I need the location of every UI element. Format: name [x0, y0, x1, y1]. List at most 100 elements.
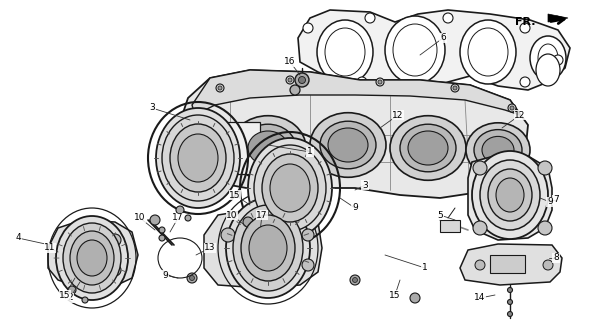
Text: 6: 6: [440, 34, 446, 43]
Ellipse shape: [240, 124, 296, 172]
Circle shape: [187, 273, 197, 283]
Circle shape: [290, 85, 300, 95]
Ellipse shape: [254, 145, 326, 231]
Bar: [440, 220, 460, 232]
Circle shape: [221, 228, 235, 242]
Circle shape: [68, 286, 76, 294]
Circle shape: [150, 215, 160, 225]
Circle shape: [159, 235, 165, 241]
Ellipse shape: [468, 28, 508, 76]
Text: 17: 17: [256, 211, 268, 220]
Circle shape: [176, 206, 184, 214]
Polygon shape: [548, 14, 568, 22]
Circle shape: [252, 237, 258, 243]
Circle shape: [473, 161, 487, 175]
Text: FR.: FR.: [516, 17, 536, 27]
Ellipse shape: [325, 28, 365, 76]
Ellipse shape: [170, 124, 226, 192]
Circle shape: [288, 78, 292, 82]
Text: 1: 1: [307, 148, 313, 156]
Ellipse shape: [482, 136, 514, 164]
Circle shape: [218, 86, 222, 90]
Text: 3: 3: [362, 180, 368, 189]
Circle shape: [299, 76, 306, 84]
Bar: [205, 122, 260, 174]
Circle shape: [295, 73, 309, 87]
Ellipse shape: [408, 131, 448, 165]
Text: 12: 12: [392, 110, 404, 119]
Circle shape: [64, 242, 80, 258]
Polygon shape: [180, 70, 528, 198]
Circle shape: [451, 84, 459, 92]
Polygon shape: [468, 155, 552, 240]
Text: 14: 14: [474, 293, 486, 302]
Circle shape: [350, 275, 360, 285]
Circle shape: [520, 77, 530, 87]
Text: 16: 16: [284, 58, 296, 67]
Ellipse shape: [536, 54, 560, 86]
Ellipse shape: [320, 121, 376, 169]
Text: 10: 10: [226, 211, 238, 220]
Circle shape: [475, 260, 485, 270]
Ellipse shape: [70, 231, 114, 285]
Ellipse shape: [530, 36, 566, 80]
Ellipse shape: [162, 115, 234, 201]
Ellipse shape: [262, 154, 318, 222]
Circle shape: [443, 83, 453, 93]
Text: 4: 4: [15, 234, 21, 243]
Polygon shape: [48, 220, 138, 288]
Text: 11: 11: [44, 244, 55, 252]
Ellipse shape: [385, 16, 445, 84]
Circle shape: [109, 264, 121, 276]
Circle shape: [520, 23, 530, 33]
Bar: [490, 255, 525, 273]
Circle shape: [507, 287, 513, 292]
Ellipse shape: [317, 20, 373, 84]
Ellipse shape: [77, 240, 107, 276]
Ellipse shape: [400, 124, 456, 172]
Text: 7: 7: [553, 196, 559, 204]
Ellipse shape: [472, 151, 548, 239]
Ellipse shape: [233, 205, 303, 291]
Ellipse shape: [63, 223, 121, 293]
Circle shape: [365, 13, 375, 23]
Text: 13: 13: [204, 244, 216, 252]
Ellipse shape: [480, 160, 540, 230]
Ellipse shape: [156, 108, 240, 208]
Text: 5: 5: [437, 211, 443, 220]
Ellipse shape: [393, 24, 437, 76]
Text: 9: 9: [352, 204, 358, 212]
Polygon shape: [204, 208, 322, 288]
Circle shape: [357, 77, 367, 87]
Ellipse shape: [249, 225, 287, 271]
Ellipse shape: [328, 128, 368, 162]
Circle shape: [243, 217, 253, 227]
Text: 12: 12: [514, 110, 526, 119]
Circle shape: [286, 76, 294, 84]
Text: 2: 2: [67, 293, 73, 302]
Ellipse shape: [270, 164, 310, 212]
Text: 15: 15: [230, 190, 241, 199]
Circle shape: [473, 221, 487, 235]
Ellipse shape: [488, 169, 532, 221]
Text: 1: 1: [422, 263, 428, 273]
Ellipse shape: [241, 215, 295, 281]
Circle shape: [538, 221, 552, 235]
Ellipse shape: [310, 113, 386, 177]
Circle shape: [378, 80, 382, 84]
Circle shape: [543, 260, 553, 270]
Circle shape: [508, 104, 516, 112]
Ellipse shape: [56, 216, 128, 300]
Ellipse shape: [248, 138, 332, 238]
Ellipse shape: [538, 44, 558, 72]
Circle shape: [553, 55, 563, 65]
Circle shape: [453, 86, 457, 90]
Circle shape: [510, 106, 514, 110]
Circle shape: [507, 300, 513, 305]
Circle shape: [189, 276, 195, 281]
Ellipse shape: [178, 134, 218, 182]
Circle shape: [443, 13, 453, 23]
Text: 3: 3: [149, 103, 155, 113]
Circle shape: [252, 229, 258, 235]
Circle shape: [410, 293, 420, 303]
